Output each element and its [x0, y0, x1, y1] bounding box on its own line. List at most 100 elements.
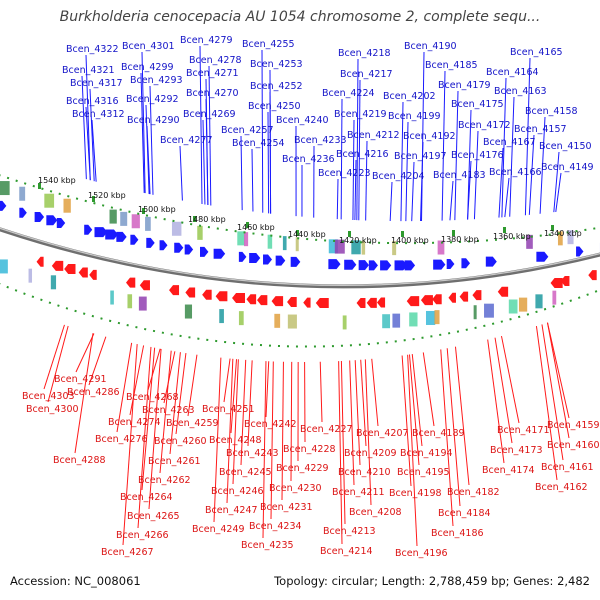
gene-label[interactable]: Bcen_4213 [323, 526, 376, 537]
gene-label[interactable]: Bcen_4263 [142, 405, 195, 416]
gene-label[interactable]: Bcen_4189 [412, 428, 465, 439]
gene-label[interactable]: Bcen_4175 [451, 99, 504, 110]
gene-label[interactable]: Bcen_4267 [101, 547, 154, 558]
gene-label[interactable]: Bcen_4190 [404, 41, 457, 52]
gene-label[interactable]: Bcen_4303 [22, 391, 75, 402]
gene-label[interactable]: Bcen_4186 [431, 528, 484, 539]
gene-label[interactable]: Bcen_4274 [108, 417, 161, 428]
gene-label[interactable]: Bcen_4192 [403, 131, 456, 142]
gene-label[interactable]: Bcen_4202 [383, 91, 436, 102]
gene-label[interactable]: Bcen_4197 [394, 151, 447, 162]
gene-label[interactable]: Bcen_4288 [53, 455, 106, 466]
gene-label[interactable]: Bcen_4271 [186, 68, 239, 79]
gene-label[interactable]: Bcen_4194 [400, 448, 453, 459]
gene-label[interactable]: Bcen_4184 [438, 508, 491, 519]
gene-label[interactable]: Bcen_4233 [294, 135, 347, 146]
gene-label[interactable]: Bcen_4223 [318, 168, 371, 179]
gene-label[interactable]: Bcen_4218 [338, 48, 391, 59]
gene-label[interactable]: Bcen_4279 [180, 35, 233, 46]
gene-label[interactable]: Bcen_4149 [541, 162, 594, 173]
gene-label[interactable]: Bcen_4250 [248, 101, 301, 112]
gene-label[interactable]: Bcen_4199 [388, 111, 441, 122]
gene-label[interactable]: Bcen_4321 [62, 65, 115, 76]
gene-label[interactable]: Bcen_4198 [389, 488, 442, 499]
gene-label[interactable]: Bcen_4174 [482, 465, 535, 476]
gene-label[interactable]: Bcen_4229 [276, 463, 329, 474]
gene-label[interactable]: Bcen_4312 [72, 109, 125, 120]
gene-label[interactable]: Bcen_4269 [183, 109, 236, 120]
gene-label[interactable]: Bcen_4265 [127, 511, 180, 522]
gene-label[interactable]: Bcen_4251 [202, 404, 255, 415]
gene-label[interactable]: Bcen_4257 [221, 125, 274, 136]
gene-label[interactable]: Bcen_4173 [490, 445, 543, 456]
gene-label[interactable]: Bcen_4301 [122, 41, 175, 52]
gene-label[interactable]: Bcen_4172 [458, 120, 511, 131]
gene-label[interactable]: Bcen_4183 [433, 170, 486, 181]
gene-label[interactable]: Bcen_4246 [211, 486, 264, 497]
gene-label[interactable]: Bcen_4209 [344, 448, 397, 459]
gene-label[interactable]: Bcen_4208 [349, 507, 402, 518]
gene-label[interactable]: Bcen_4204 [372, 171, 425, 182]
gene-label[interactable]: Bcen_4234 [249, 521, 302, 532]
gene-label[interactable]: Bcen_4264 [120, 492, 173, 503]
gene-label[interactable]: Bcen_4224 [322, 88, 375, 99]
gene-label[interactable]: Bcen_4182 [447, 487, 500, 498]
gene-label[interactable]: Bcen_4322 [66, 44, 119, 55]
gene-label[interactable]: Bcen_4293 [130, 75, 183, 86]
gene-label[interactable]: Bcen_4255 [242, 39, 295, 50]
gene-label[interactable]: Bcen_4268 [126, 392, 179, 403]
gene-label[interactable]: Bcen_4228 [283, 444, 336, 455]
gene-label[interactable]: Bcen_4227 [300, 424, 353, 435]
gene-label[interactable]: Bcen_4210 [338, 467, 391, 478]
gene-label[interactable]: Bcen_4292 [126, 94, 179, 105]
gene-label[interactable]: Bcen_4277 [160, 135, 213, 146]
gene-label[interactable]: Bcen_4160 [547, 440, 600, 451]
gene-label[interactable]: Bcen_4300 [26, 404, 79, 415]
gene-label[interactable]: Bcen_4159 [547, 420, 600, 431]
gene-label[interactable]: Bcen_4286 [67, 387, 120, 398]
gene-label[interactable]: Bcen_4236 [282, 154, 335, 165]
gene-label[interactable]: Bcen_4299 [121, 62, 174, 73]
gene-label[interactable]: Bcen_4165 [510, 47, 563, 58]
gene-label[interactable]: Bcen_4195 [397, 467, 450, 478]
gene-label[interactable]: Bcen_4261 [148, 456, 201, 467]
gene-label[interactable]: Bcen_4249 [192, 524, 245, 535]
gene-label[interactable]: Bcen_4161 [541, 462, 594, 473]
gene-label[interactable]: Bcen_4259 [166, 418, 219, 429]
gene-label[interactable]: Bcen_4216 [336, 149, 389, 160]
gene-label[interactable]: Bcen_4166 [489, 167, 542, 178]
gene-label[interactable]: Bcen_4235 [241, 540, 294, 551]
gene-label[interactable]: Bcen_4240 [276, 115, 329, 126]
gene-label[interactable]: Bcen_4254 [232, 138, 285, 149]
gene-label[interactable]: Bcen_4219 [334, 109, 387, 120]
gene-label[interactable]: Bcen_4212 [347, 130, 400, 141]
gene-label[interactable]: Bcen_4207 [356, 428, 409, 439]
gene-label[interactable]: Bcen_4158 [525, 106, 578, 117]
gene-label[interactable]: Bcen_4150 [539, 141, 592, 152]
gene-label[interactable]: Bcen_4243 [226, 448, 279, 459]
gene-label[interactable]: Bcen_4214 [320, 546, 373, 557]
gene-label[interactable]: Bcen_4276 [95, 434, 148, 445]
gene-label[interactable]: Bcen_4211 [332, 487, 385, 498]
gene-label[interactable]: Bcen_4278 [189, 55, 242, 66]
gene-label[interactable]: Bcen_4217 [340, 69, 393, 80]
gene-label[interactable]: Bcen_4290 [127, 115, 180, 126]
gene-label[interactable]: Bcen_4171 [497, 425, 550, 436]
gene-label[interactable]: Bcen_4164 [486, 67, 539, 78]
gene-label[interactable]: Bcen_4252 [250, 81, 303, 92]
gene-label[interactable]: Bcen_4196 [395, 548, 448, 559]
gene-label[interactable]: Bcen_4266 [116, 530, 169, 541]
gene-label[interactable]: Bcen_4247 [205, 505, 258, 516]
gene-label[interactable]: Bcen_4253 [250, 59, 303, 70]
gene-label[interactable]: Bcen_4245 [219, 467, 272, 478]
gene-label[interactable]: Bcen_4317 [70, 78, 123, 89]
gene-label[interactable]: Bcen_4242 [244, 419, 297, 430]
gene-label[interactable]: Bcen_4162 [535, 482, 588, 493]
gene-label[interactable]: Bcen_4179 [438, 80, 491, 91]
gene-label[interactable]: Bcen_4291 [54, 374, 107, 385]
gene-label[interactable]: Bcen_4316 [66, 96, 119, 107]
gene-label[interactable]: Bcen_4167 [483, 137, 536, 148]
gene-label[interactable]: Bcen_4157 [514, 124, 567, 135]
gene-label[interactable]: Bcen_4185 [425, 60, 478, 71]
gene-label[interactable]: Bcen_4248 [209, 435, 262, 446]
